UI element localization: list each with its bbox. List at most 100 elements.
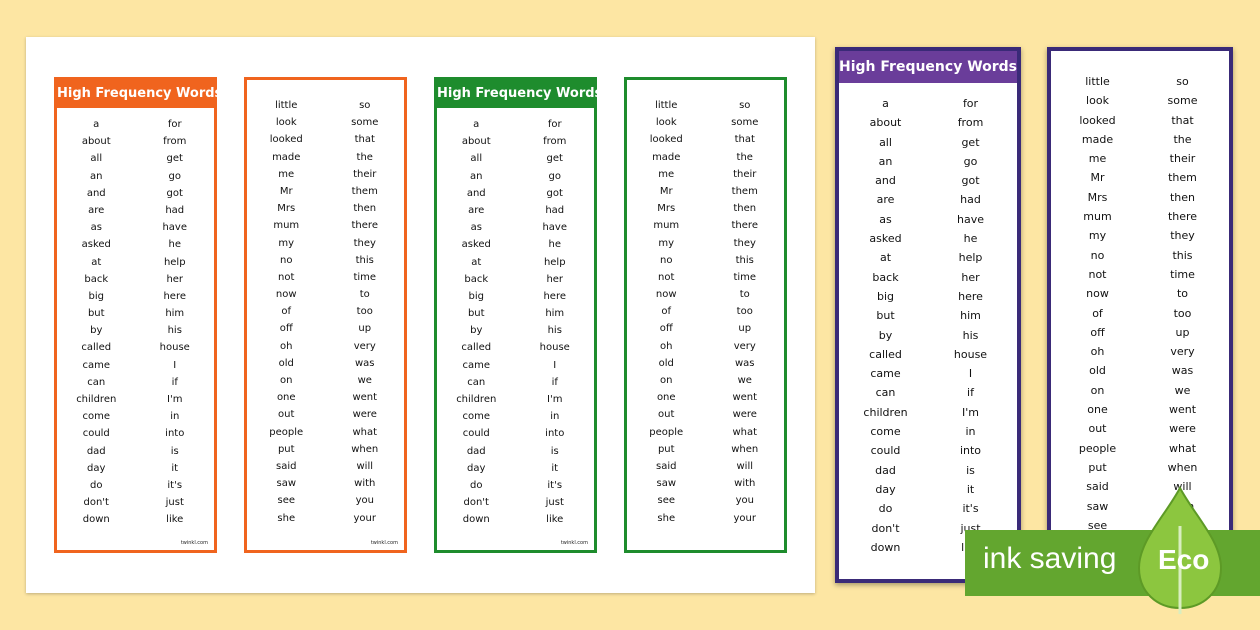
word-item: day [87, 462, 106, 474]
word-item: to [359, 289, 370, 301]
word-item: back [872, 270, 899, 284]
word-item: then [1169, 190, 1196, 204]
word-item: looked [269, 134, 303, 146]
word-item: that [354, 134, 375, 146]
word-item: can [875, 386, 896, 400]
word-item: Mr [279, 185, 293, 197]
word-item: came [462, 359, 491, 371]
word-item: that [734, 134, 755, 146]
word-item: very [733, 340, 756, 352]
word-item: her [166, 273, 184, 285]
word-item: for [167, 119, 182, 130]
word-item: a [93, 119, 100, 130]
word-item: on [1090, 383, 1105, 397]
word-item: get [166, 153, 183, 165]
word-item: he [963, 232, 978, 246]
word-item: his [547, 325, 562, 337]
word-item: time [353, 271, 377, 283]
word-item: went [732, 392, 758, 404]
word-item: out [1088, 422, 1107, 436]
word-item: by [470, 325, 483, 337]
word-item: go [168, 170, 181, 182]
word-item: so [739, 100, 751, 111]
word-item: said [1086, 480, 1109, 494]
bookmark-purple-1: High Frequency Words a about all an and are as… [835, 47, 1021, 583]
word-item: got [961, 174, 980, 188]
word-item: Mr [1090, 171, 1105, 185]
word-item: but [87, 308, 105, 320]
word-item: got [166, 187, 183, 199]
leaf-icon [1137, 486, 1223, 614]
word-item: see [277, 495, 295, 507]
word-item: down [462, 514, 490, 526]
word-item: at [91, 256, 102, 268]
word-item: in [965, 425, 976, 439]
word-item: oh [1090, 345, 1105, 359]
word-item: his [962, 328, 979, 342]
word-item: said [656, 460, 677, 472]
word-item: looked [1079, 113, 1116, 127]
word-item: and [466, 187, 486, 199]
word-item: now [275, 289, 297, 301]
word-item: could [870, 444, 901, 458]
word-item: one [656, 392, 676, 404]
word-column-left: little look looked made me Mr Mrs mum my no not now… [627, 97, 706, 527]
word-item: look [655, 117, 677, 129]
word-item: my [278, 237, 295, 249]
word-item: saw [656, 478, 677, 490]
word-item: are [88, 204, 105, 216]
word-item: see [657, 495, 675, 507]
word-item: I'm [547, 394, 563, 405]
word-item: of [281, 306, 292, 318]
word-item: what [1168, 441, 1197, 455]
word-item: were [1169, 422, 1196, 436]
word-item: called [461, 342, 492, 354]
word-item: this [1172, 248, 1193, 262]
footer-text: twinkl.com [370, 540, 398, 546]
word-item: her [961, 270, 980, 284]
word-item: dad [466, 445, 486, 457]
word-item: up [358, 323, 372, 335]
word-item: made [1081, 132, 1114, 146]
word-item: about [81, 136, 111, 148]
word-item: no [1090, 248, 1105, 262]
word-item: asked [869, 232, 902, 246]
word-column-right: for from get go got had have he help her here him hi… [516, 116, 595, 529]
word-item: came [870, 367, 901, 381]
word-item: time [1170, 267, 1195, 281]
word-item: out [658, 409, 675, 421]
word-item: if [551, 376, 558, 388]
word-item: Mrs [277, 203, 296, 215]
word-item: old [278, 357, 294, 369]
word-item: had [545, 204, 565, 216]
word-item: when [731, 443, 759, 455]
word-item: saw [276, 478, 297, 490]
word-item: could [462, 428, 490, 440]
word-item: that [1171, 113, 1194, 127]
word-item: don't [463, 497, 489, 509]
word-item: don't [83, 497, 109, 509]
word-item: off [1090, 325, 1105, 339]
word-item: what [352, 426, 378, 438]
word-item: off [279, 323, 293, 335]
word-item: her [546, 273, 564, 285]
word-item: were [352, 409, 377, 421]
word-item: of [1092, 306, 1103, 320]
word-item: it [551, 462, 559, 474]
word-item: put [1088, 460, 1107, 474]
word-item: not [658, 271, 675, 283]
word-item: me [658, 168, 675, 180]
word-item: no [280, 254, 293, 266]
word-item: house [953, 347, 988, 361]
word-item: from [163, 136, 187, 148]
bookmark-header: High Frequency Words [839, 51, 1017, 83]
word-item: what [732, 426, 758, 438]
word-item: was [1171, 364, 1194, 378]
word-item: in [170, 411, 180, 423]
word-item: can [87, 376, 106, 388]
word-item: day [467, 462, 486, 474]
word-item: little [275, 100, 298, 111]
word-item: the [1173, 132, 1192, 146]
word-item: down [82, 514, 110, 526]
word-item: a [473, 119, 480, 130]
